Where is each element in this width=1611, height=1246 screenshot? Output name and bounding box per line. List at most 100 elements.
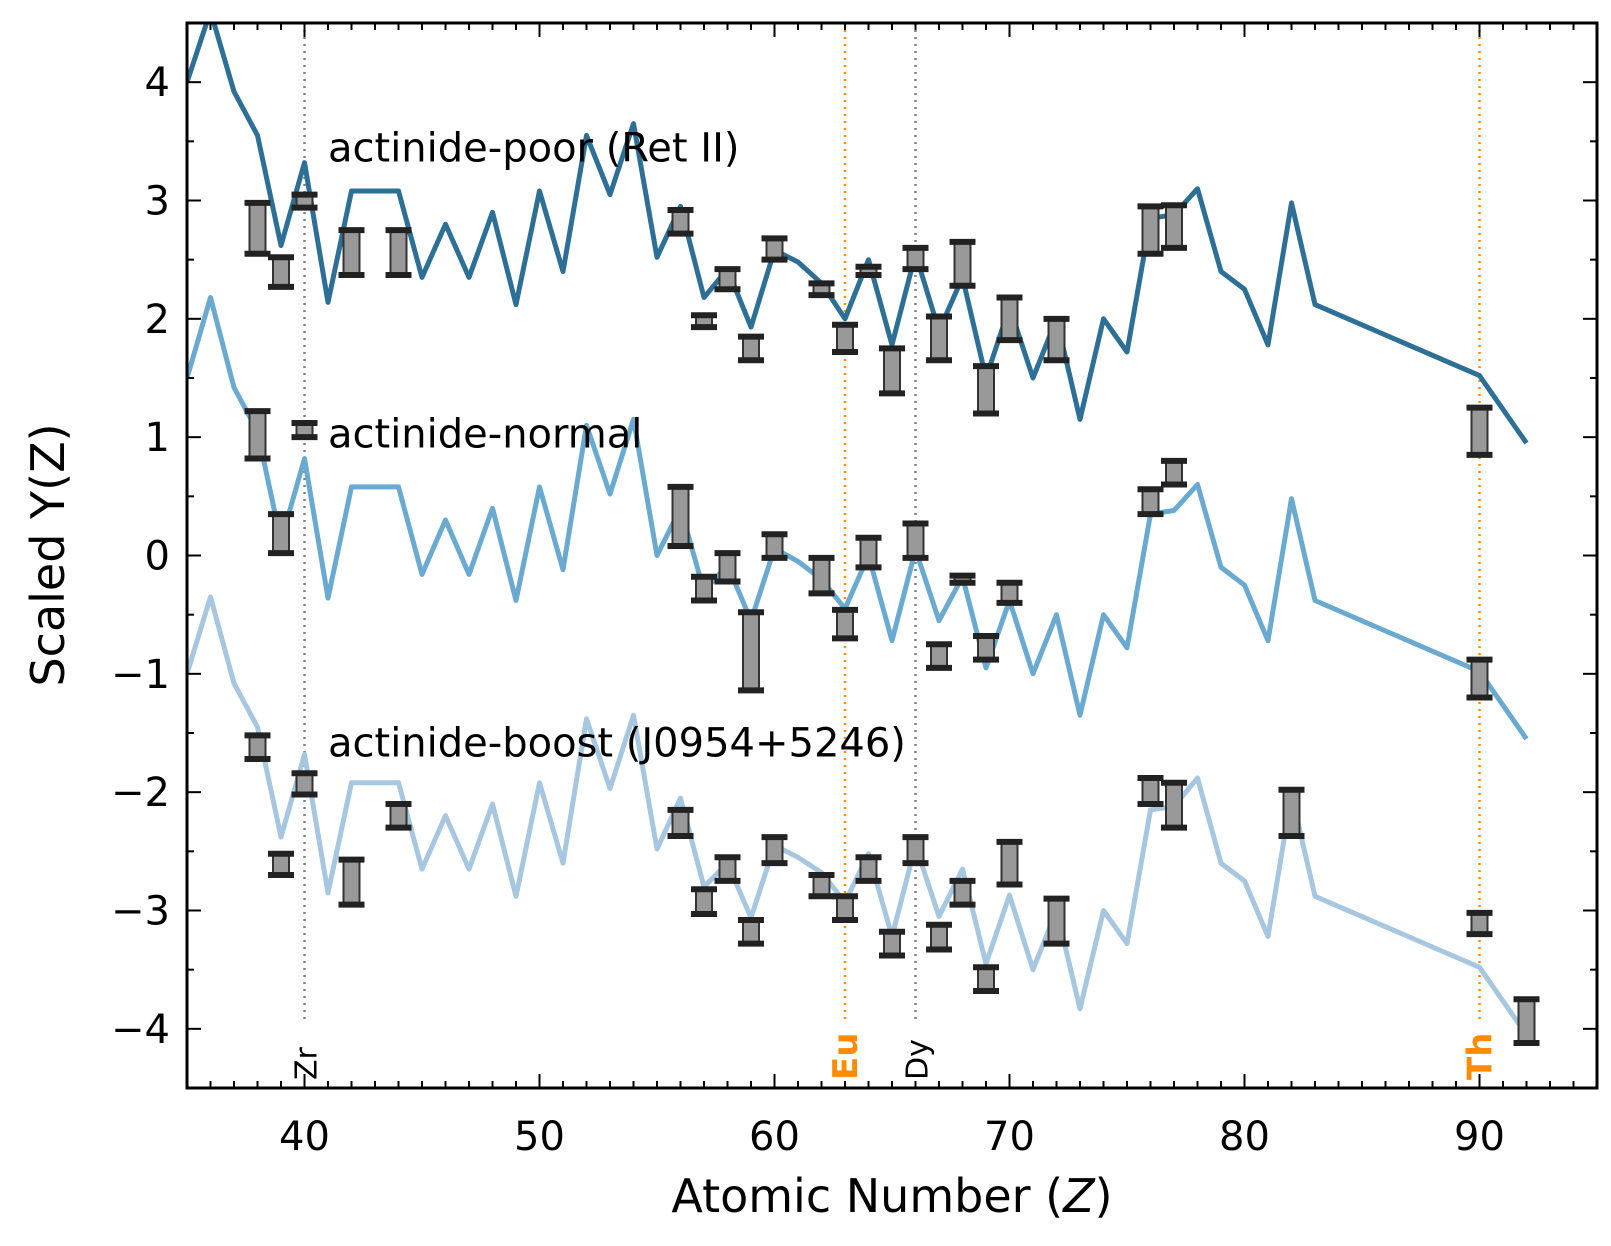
error-bar [902, 520, 929, 561]
error-bar [761, 834, 788, 867]
y-tick-label: −3 [111, 889, 170, 935]
error-bar [291, 191, 318, 211]
error-bar-box [389, 803, 408, 829]
error-bar-box [836, 323, 854, 353]
error-bar [244, 732, 271, 763]
error-bar-box [272, 513, 290, 555]
error-bar [832, 893, 858, 923]
error-bar [855, 854, 882, 884]
error-bar [667, 206, 694, 237]
error-bar [385, 227, 412, 279]
error-bar-box [930, 315, 948, 362]
error-bar [1466, 656, 1493, 701]
y-tick-label: 0 [145, 534, 170, 580]
error-bar [1278, 786, 1305, 839]
error-bar [1043, 315, 1070, 364]
error-bar-box [765, 533, 784, 559]
error-bar [738, 333, 764, 364]
error-bar [1466, 404, 1493, 458]
error-bar [244, 408, 271, 462]
error-bar [1466, 909, 1493, 938]
y-tick-label: 4 [145, 60, 170, 106]
error-bar [291, 770, 318, 798]
error-bar [667, 806, 694, 839]
error-bar-box [1470, 658, 1489, 699]
error-bar-box [742, 611, 760, 692]
error-bar-box [859, 536, 878, 569]
error-bar [1137, 486, 1164, 518]
x-axis-title-end: ) [1095, 1169, 1113, 1223]
error-bar-box [883, 930, 901, 957]
error-bar-box [1165, 781, 1183, 829]
x-tick-label: 80 [1219, 1114, 1270, 1160]
error-bar [973, 964, 999, 994]
error-bar-box [742, 918, 760, 945]
error-bar [855, 534, 882, 571]
error-bar-box [1165, 459, 1183, 486]
error-bar-box [930, 643, 948, 669]
x-axis-title: Atomic Number (Z) [671, 1169, 1112, 1223]
series-label-1: actinide-normal [328, 412, 642, 458]
error-bar [1161, 779, 1187, 831]
error-bar-box [695, 888, 713, 916]
error-bar-box [248, 734, 267, 761]
error-bar-box [248, 201, 267, 255]
error-bar-box [977, 365, 995, 415]
error-bar-box [389, 229, 408, 277]
error-bar-box [812, 556, 831, 595]
error-bar-box [272, 852, 290, 877]
y-axis-title: Scaled Y(Z) [21, 423, 75, 686]
error-bar [761, 235, 788, 263]
error-bar-box [1141, 488, 1160, 516]
error-bar-box [765, 237, 784, 261]
error-bar [879, 345, 905, 397]
error-bar [996, 838, 1023, 888]
y-tick-label: −2 [111, 770, 170, 816]
error-bar-box [671, 208, 690, 235]
error-bar-box [1517, 998, 1536, 1045]
error-bar-box [930, 923, 948, 951]
error-bar [1161, 457, 1187, 488]
error-bar-box [765, 836, 784, 865]
error-bar [926, 641, 952, 671]
error-bar-box [1047, 317, 1066, 362]
y-tick-label: 2 [145, 297, 170, 343]
error-bar [1043, 895, 1070, 947]
reference-label-zr: Zr [290, 1046, 325, 1080]
error-bar [1161, 202, 1187, 251]
x-tick-label: 40 [279, 1114, 330, 1160]
error-bar [268, 850, 294, 878]
error-bar [996, 579, 1023, 606]
error-bar [996, 294, 1023, 344]
error-bar [691, 312, 717, 331]
error-bar [714, 266, 741, 293]
error-bar [338, 227, 365, 279]
error-bar [973, 363, 999, 417]
error-bar [808, 554, 835, 597]
error-bar-box [1282, 788, 1301, 837]
error-bar-box [1047, 897, 1066, 945]
error-bar [949, 572, 976, 586]
error-bar [244, 199, 271, 257]
error-bar [268, 254, 294, 290]
x-tick-label: 50 [514, 1114, 565, 1160]
x-axis-title-variable: Z [1061, 1169, 1096, 1223]
error-bar-box [836, 608, 854, 640]
error-bar-box [859, 856, 878, 882]
error-bar-box [718, 552, 737, 583]
error-bar [808, 280, 835, 299]
error-bar [949, 877, 976, 908]
error-bars [244, 191, 1540, 1047]
error-bar-box [836, 895, 854, 921]
error-bar-box [1470, 406, 1489, 456]
error-bar-box [671, 485, 690, 548]
error-bar [385, 801, 412, 831]
error-bar [338, 856, 365, 908]
error-bar [855, 263, 882, 279]
y-tick-label: 1 [145, 415, 170, 461]
error-bar [667, 483, 694, 550]
error-bar [291, 419, 318, 441]
error-bar-box [812, 874, 831, 898]
reference-label-th: Th [1461, 1033, 1501, 1080]
